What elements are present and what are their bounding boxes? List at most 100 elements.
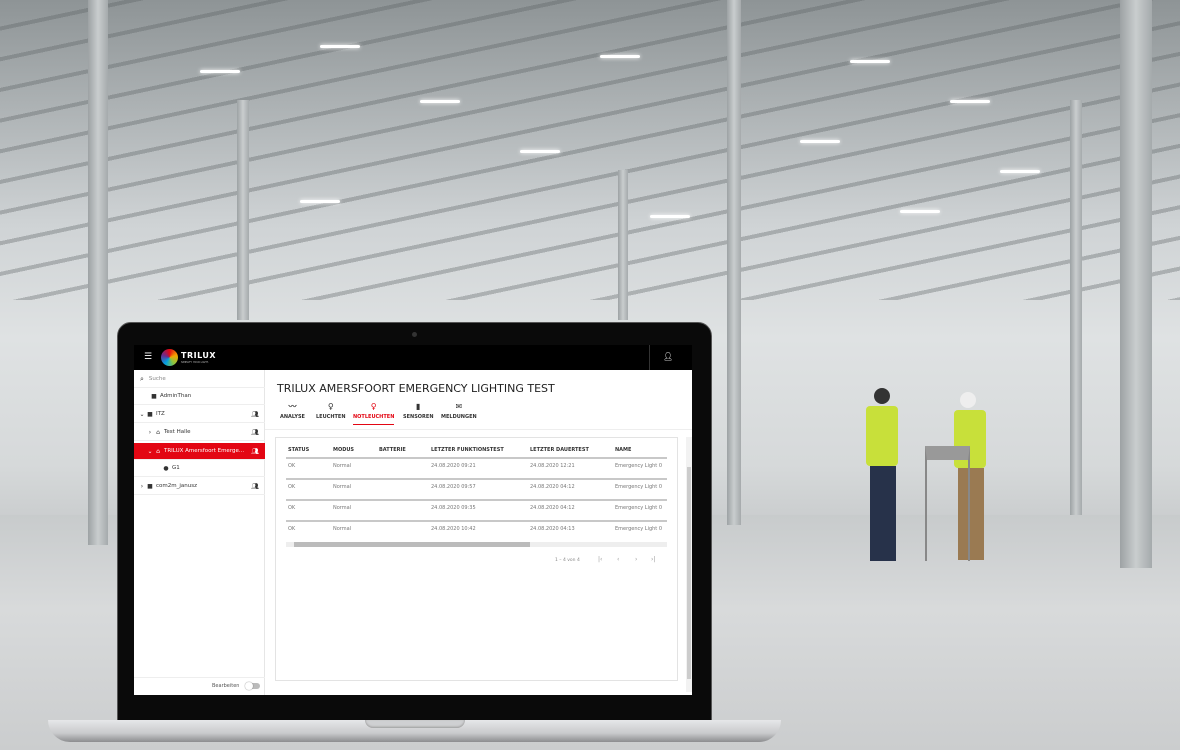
mail-icon: ✉ [455, 402, 463, 411]
bulb-icon: ♀ [370, 402, 377, 411]
brand-name: TRILUX [181, 351, 217, 360]
row-divider [286, 478, 667, 480]
tab-label: SENSOREN [403, 414, 434, 420]
table-cell: 24.08.2020 10:42 [431, 526, 476, 532]
table-cell: 24.08.2020 09:21 [431, 463, 476, 469]
column [1120, 0, 1152, 568]
worker-figure [862, 388, 902, 563]
menu-icon[interactable]: ☰ [144, 352, 153, 362]
briefcase-icon: ■ [147, 482, 153, 490]
search-input[interactable]: ⌕ Suche [134, 371, 265, 388]
column [618, 170, 628, 320]
table-cell: 24.08.2020 09:57 [431, 484, 476, 490]
sidebar-item-label: Test Halle [164, 429, 191, 435]
main-content: TRILUX AMERSFOORT EMERGENCY LIGHTING TES… [265, 370, 692, 695]
search-placeholder: Suche [148, 376, 166, 382]
briefcase-icon: ■ [147, 410, 153, 418]
tab-meldungen[interactable]: ✉ MELDUNGEN [441, 400, 477, 420]
row-divider [286, 499, 667, 501]
table-cell: Normal [333, 463, 352, 469]
app-screen: ☰ TRILUX SIMPLIFY YOUR LIGHT. 👤︎ ⌕ Suche … [134, 345, 692, 695]
tab-sensoren[interactable]: ▮ SENSOREN [403, 400, 434, 420]
column-header[interactable]: LETZTER FUNKTIONSTEST [431, 447, 504, 453]
sidebar-item-label: ITZ [156, 411, 165, 417]
table-cell: OK [288, 463, 296, 469]
sidebar-item-itz[interactable]: ⌄ ■ ITZ 👥︎ [134, 406, 265, 423]
tab-label: MELDUNGEN [441, 414, 477, 420]
row-divider [286, 520, 667, 522]
camera [412, 332, 417, 337]
table-cell: Emergency Light 0 [615, 526, 663, 532]
sidebar-item-label: TRILUX Amersfoort Emerge... [164, 448, 245, 454]
tab-label: LEUCHTEN [316, 414, 346, 420]
laptop-base [48, 720, 781, 742]
sidebar-item-label: G1 [172, 465, 180, 471]
group-icon: ● [163, 464, 169, 472]
previous-page-button[interactable]: ‹ [617, 556, 620, 563]
sidebar: ⌕ Suche ■ AdminThan ⌄ ■ ITZ 👥︎ › ⌂ Test Halle 👥︎… [134, 370, 265, 695]
table-cell: Emergency Light 0 [615, 463, 663, 469]
column-header[interactable]: MODUS [333, 447, 355, 453]
column [727, 0, 741, 525]
group-icon[interactable]: 👥︎ [251, 410, 259, 418]
column [88, 0, 108, 545]
table-cell: Emergency Light 0 [615, 505, 663, 511]
trilux-logo[interactable] [161, 349, 178, 366]
tab-analyse[interactable]: 〰 ANALYSE [280, 400, 305, 420]
edit-label: Bearbeiten [212, 683, 240, 689]
top-bar: ☰ TRILUX SIMPLIFY YOUR LIGHT. 👤︎ [134, 345, 692, 370]
sidebar-item-test-halle[interactable]: › ⌂ Test Halle 👥︎ [134, 424, 265, 441]
chevron-down-icon[interactable]: ⌄ [147, 447, 153, 455]
next-page-button[interactable]: › [635, 556, 638, 563]
sidebar-item-trilux-amersfoort[interactable]: ⌄ ⌂ TRILUX Amersfoort Emerge... 👥︎ [134, 443, 265, 460]
table-cell: OK [288, 505, 296, 511]
chevron-right-icon[interactable]: › [148, 428, 152, 436]
column-header[interactable]: BATTERIE [379, 447, 406, 453]
chevron-right-icon[interactable]: › [140, 482, 144, 490]
chart-line-icon: 〰 [288, 402, 297, 411]
table-cell: Normal [333, 484, 352, 490]
home-icon: ⌂ [156, 428, 160, 436]
group-icon[interactable]: 👥︎ [251, 428, 259, 436]
paginator-range: 1 – 4 von 4 [555, 558, 580, 563]
group-icon[interactable]: 👥︎ [251, 447, 259, 455]
sidebar-item-com2m-janusz[interactable]: › ■ com2m_janusz 👥︎ [134, 478, 265, 495]
column [1070, 100, 1082, 515]
column-header[interactable]: LETZTER DAUERTEST [530, 447, 589, 453]
table-cell: OK [288, 526, 296, 532]
chevron-down-icon[interactable]: ⌄ [139, 410, 145, 418]
sidebar-item-label: com2m_janusz [156, 483, 197, 489]
briefcase-icon: ■ [151, 392, 157, 400]
brand-tagline: SIMPLIFY YOUR LIGHT. [181, 361, 209, 364]
vertical-scrollbar[interactable] [686, 437, 692, 692]
sidebar-item-adminthan[interactable]: ■ AdminThan [134, 388, 265, 405]
table-cell: 24.08.2020 09:35 [431, 505, 476, 511]
row-divider [286, 457, 667, 459]
tab-label: NOTLEUCHTEN [353, 414, 395, 420]
page-title: TRILUX AMERSFOORT EMERGENCY LIGHTING TES… [277, 382, 555, 395]
search-icon: ⌕ [140, 374, 144, 383]
sensor-icon: ▮ [416, 402, 421, 411]
laptop-cart [925, 446, 970, 561]
sidebar-item-g1[interactable]: ● G1 [134, 460, 265, 477]
sidebar-item-label: AdminThan [160, 393, 192, 399]
column-header[interactable]: NAME [615, 447, 632, 453]
edit-toggle[interactable] [245, 682, 260, 690]
table-cell: OK [288, 484, 296, 490]
table-cell: Emergency Light 0 [615, 484, 663, 490]
laptop-notch [365, 720, 465, 728]
group-icon[interactable]: 👥︎ [251, 482, 259, 490]
user-icon[interactable]: 👤︎ [663, 352, 674, 361]
table-cell: 24.08.2020 04:13 [530, 526, 575, 532]
horizontal-scrollbar[interactable] [286, 542, 667, 547]
last-page-button[interactable]: ›| [651, 556, 656, 563]
column [237, 100, 249, 320]
home-icon: ⌂ [156, 447, 160, 455]
table-cell: 24.08.2020 04:12 [530, 505, 575, 511]
column-header[interactable]: STATUS [288, 447, 310, 453]
tab-leuchten[interactable]: ♀ LEUCHTEN [316, 400, 346, 420]
table-cell: 24.08.2020 12:21 [530, 463, 575, 469]
first-page-button[interactable]: |‹ [598, 556, 603, 563]
tab-notleuchten[interactable]: ♀ NOTLEUCHTEN [353, 400, 395, 425]
table-cell: Normal [333, 505, 352, 511]
